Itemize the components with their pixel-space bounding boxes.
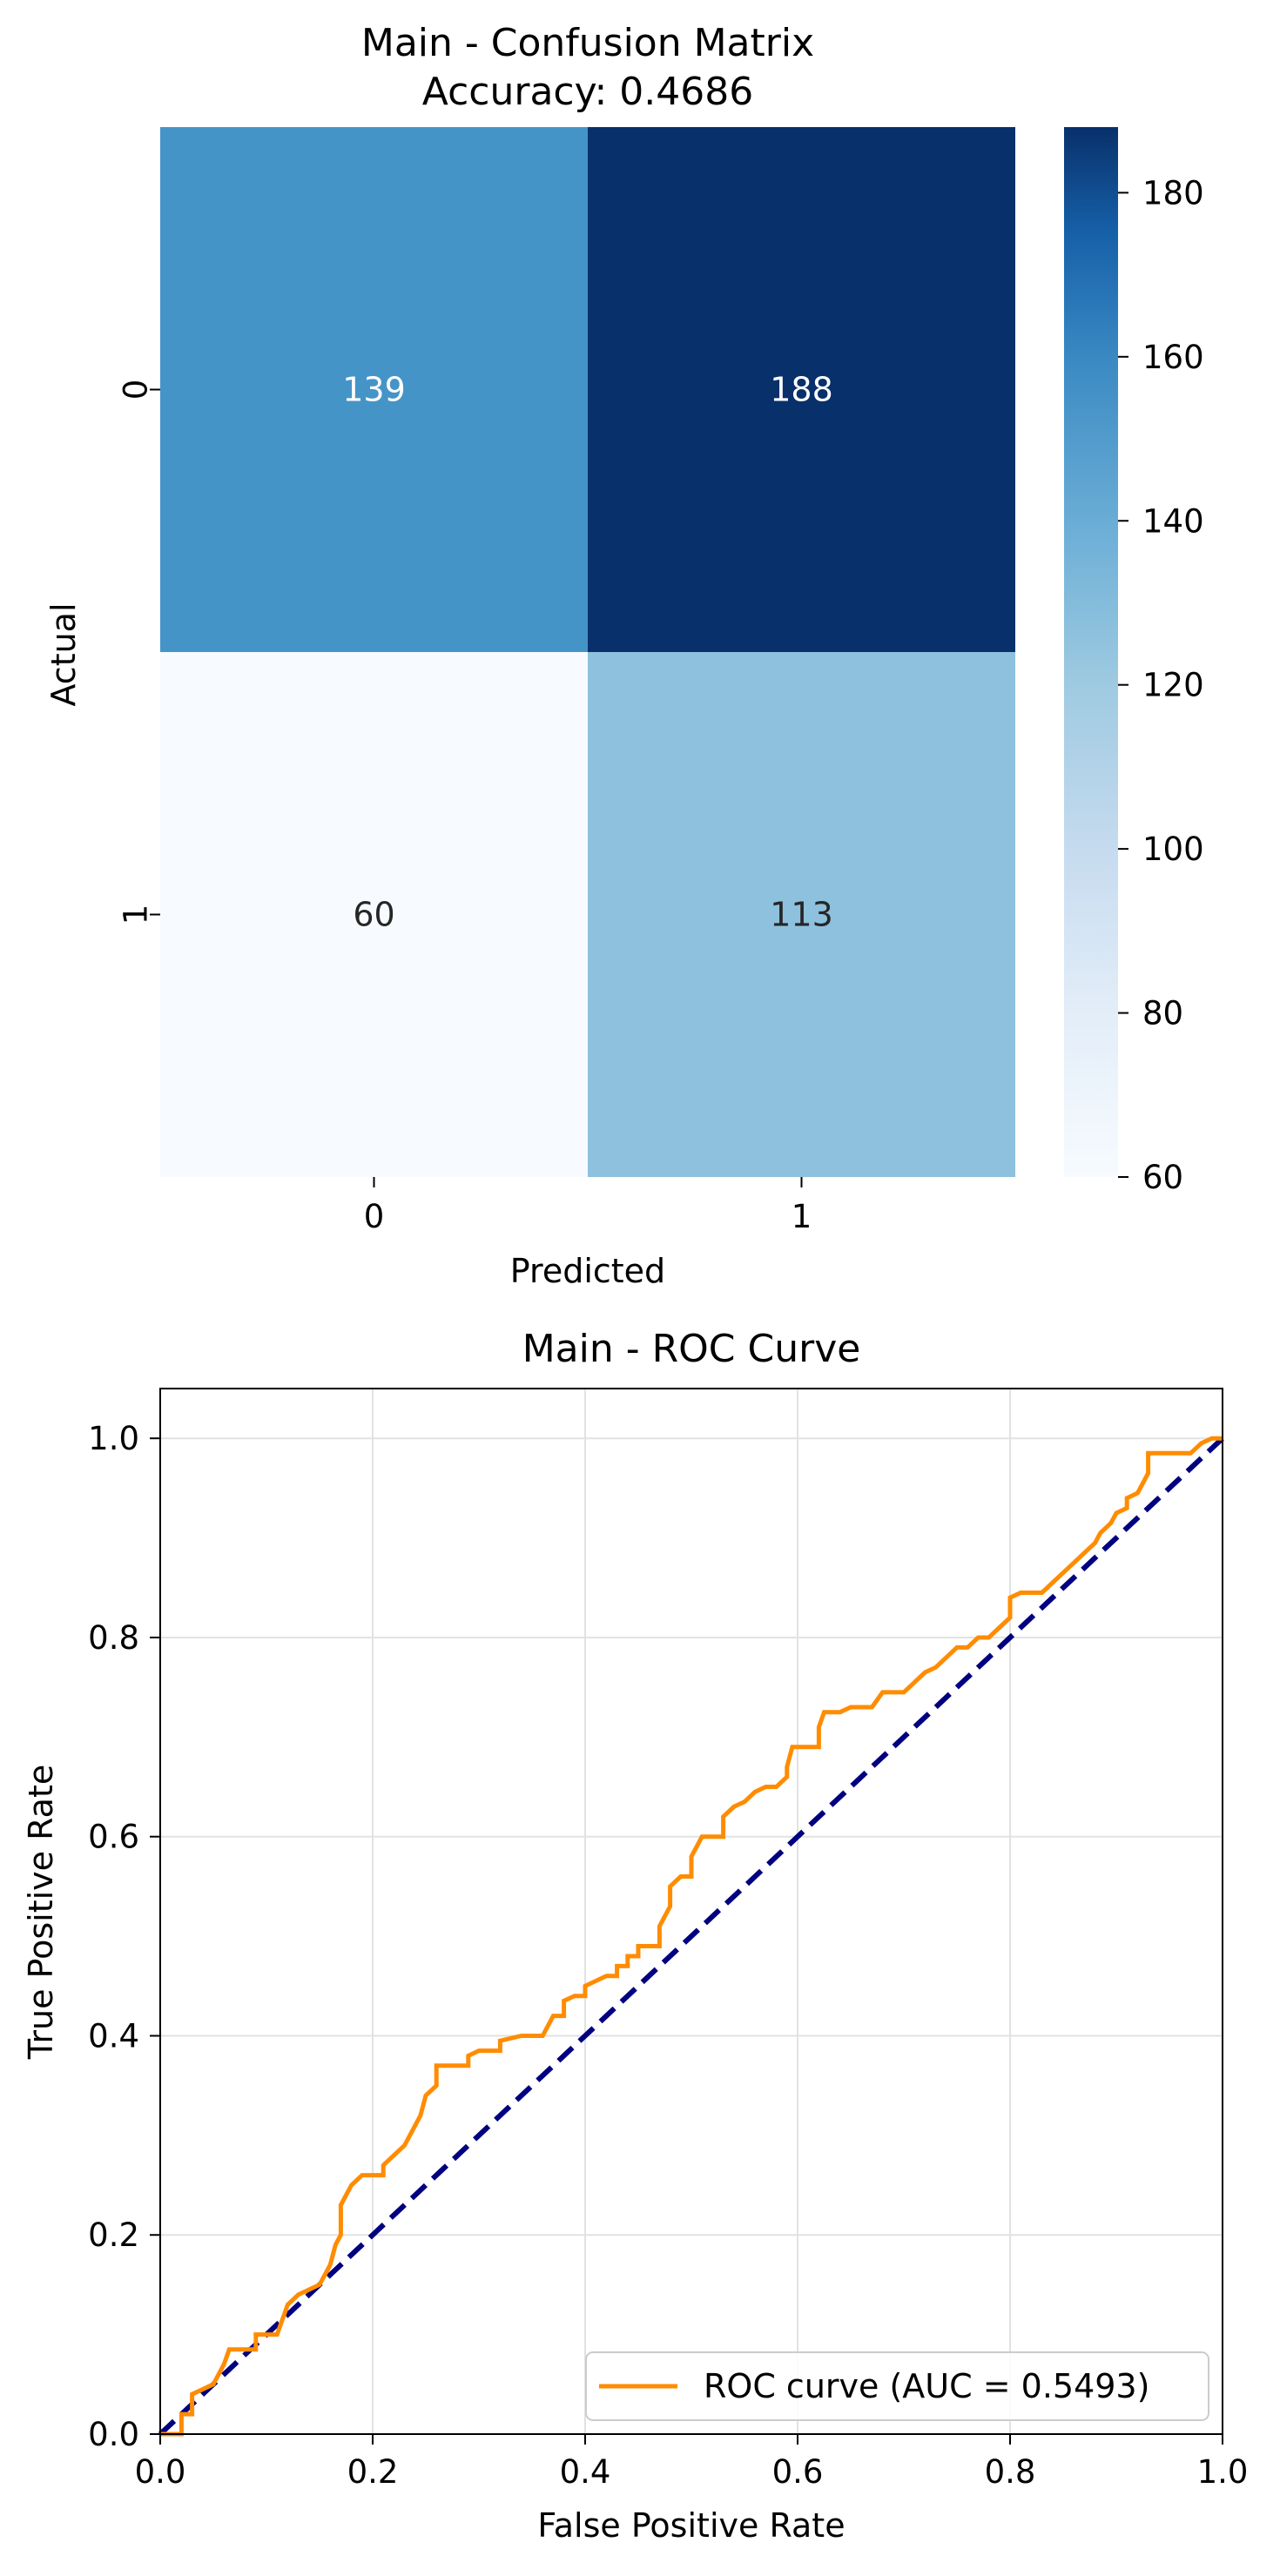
roc-y-tick-label: 0.6 [88,1819,139,1856]
heatmap-y-tick-label: 0 [118,380,155,400]
colorbar-tick-label: 180 [1142,174,1204,212]
roc-x-tick-label: 0.4 [560,2453,611,2491]
roc-x-tick-label: 0.2 [347,2453,399,2491]
heatmap-cell-1-0 [160,652,588,1177]
colorbar-tick-label: 80 [1142,995,1183,1032]
colorbar-tick-label: 100 [1142,831,1204,868]
heatmap-cells: 139 188 60 113 [160,127,1015,1177]
confusion-matrix-panel: Main - Confusion Matrix Accuracy: 0.4686… [44,21,1204,1290]
colorbar-tick-label: 60 [1142,1159,1183,1196]
roc-ticks: 0.0 0.2 0.4 0.6 0.8 1.0 0.0 0.2 0.4 0.6 0.8 1.0 [88,1420,1248,2491]
roc-panel: Main - ROC Curve 0.0 0.2 0.4 0.6 0.8 1.00.00.… [22,1327,1248,2545]
heatmap-cell-0-1 [588,127,1015,652]
roc-y-tick-label: 1.0 [88,1420,139,1457]
heatmap-x-tick-label: 0 [364,1198,385,1235]
legend-entry-roc: ROC curve (AUC = 0.5493) [704,2367,1149,2405]
roc-diagonal-reference-line [158,1436,1225,2437]
heatmap-cell-0-0 [160,127,588,652]
roc-title: Main - ROC Curve [522,1327,861,1371]
colorbar-tick-label: 120 [1142,667,1204,704]
confusion-matrix-subtitle: Accuracy: 0.4686 [422,70,753,114]
heatmap-cell-1-1 [588,652,1015,1177]
heatmap-cell-label-0-1: 188 [770,371,833,409]
colorbar-ticks: 60 80 100 120 140 160 180 [1118,174,1204,1196]
roc-x-tick-label: 0.0 [135,2453,186,2491]
roc-x-tick-label: 0.8 [985,2453,1036,2491]
legend-box [585,2351,1209,2421]
roc-y-axis-label: True Positive Rate [22,1765,60,2061]
heatmap-cell-label-1-0: 60 [353,896,394,934]
heatmap-x-tick-label: 1 [792,1198,812,1235]
heatmap-y-tick-label: 1 [118,905,155,925]
roc-plot-area [160,1389,1223,2434]
heatmap-y-axis-label: Actual [44,602,83,706]
roc-x-tick-label: 1.0 [1197,2453,1249,2491]
roc-curve-line [160,1436,1223,2437]
roc-legend: ROC curve (AUC = 0.5493) [585,2351,1209,2421]
heatmap-x-axis-label: Predicted [510,1252,665,1290]
roc-plot-frame [159,1388,1223,2435]
colorbar-tick-label: 160 [1142,339,1204,376]
confusion-matrix-title: Main - Confusion Matrix [361,21,814,65]
heatmap-ticks: 0 1 0 1 [118,380,812,1235]
roc-x-tick-label: 0.6 [772,2453,824,2491]
roc-y-tick-label: 0.8 [88,1619,139,1657]
heatmap-cell-label-1-1: 113 [770,896,833,934]
roc-y-tick-label: 0.2 [88,2216,139,2254]
roc-x-axis-label: False Positive Rate [537,2506,845,2545]
roc-y-tick-label: 0.4 [88,2017,139,2055]
roc-lines [158,1436,1225,2437]
colorbar [1064,127,1118,1177]
roc-y-tick-label: 0.0 [88,2416,139,2453]
heatmap-cell-label-0-0: 139 [342,371,406,409]
colorbar-tick-label: 140 [1142,502,1204,540]
